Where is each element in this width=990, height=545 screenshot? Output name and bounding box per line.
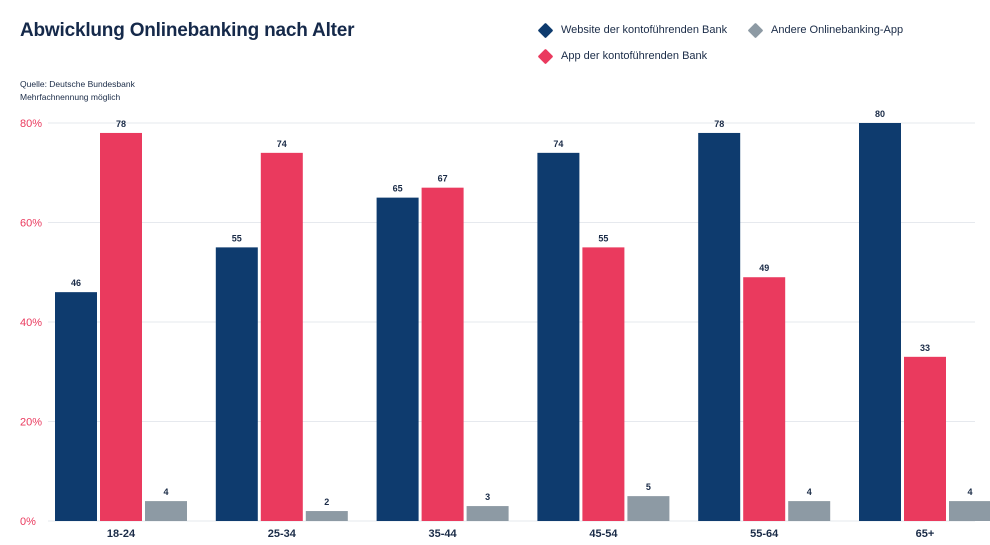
bar-65+-series-1 [904,356,946,521]
bar-25-34-series-2 [305,511,348,521]
bar-55-64-series-1 [743,277,786,521]
data-label: 4 [967,487,972,497]
x-tick-label: 65+ [916,528,935,540]
data-label: 67 [438,174,448,184]
legend-item-other-app: Andere Onlinebanking-App [747,22,904,38]
data-label: 78 [714,119,724,129]
bar-18-24-series-2 [145,501,187,521]
bar-65+-series-2 [949,501,990,521]
bar-35-44-series-0 [376,197,419,521]
bar-45-54-series-0 [537,152,580,521]
x-tick-label: 45-54 [589,528,618,540]
bar-55-64-series-2 [788,501,831,521]
data-label: 80 [875,109,885,119]
bar-65+-series-0 [859,123,901,521]
bar-35-44-series-1 [421,187,464,522]
data-label: 33 [920,343,930,353]
y-tick-label: 0% [20,516,36,528]
y-tick-label: 80% [20,118,42,130]
y-tick-label: 60% [20,218,42,230]
legend-label-other-app: Andere Onlinebanking-App [771,24,904,36]
source-line: Quelle: Deutsche Bundesbank [20,79,135,89]
x-tick-label: 35-44 [429,528,458,540]
legend: Website der kontoführenden Bank Andere O… [537,20,978,70]
source-note: Quelle: Deutsche Bundesbank Mehrfachnenn… [20,78,135,104]
legend-item-website: Website der kontoführenden Bank [537,22,728,38]
bar-18-24-series-0 [55,292,97,521]
legend-label-app: App der kontoführenden Bank [561,50,708,62]
bar-25-34-series-1 [260,152,303,521]
bar-18-24-series-1 [100,132,142,521]
legend-item-app: App der kontoführenden Bank [537,48,708,64]
x-tick-label: 55-64 [750,528,779,540]
note-line: Mehrfachnennung möglich [20,92,121,102]
data-label: 65 [393,184,403,194]
data-label: 46 [71,278,81,288]
bar-45-54-series-2 [627,496,670,521]
data-label: 5 [646,482,651,492]
y-tick-label: 20% [20,417,42,429]
chart-title: Abwicklung Onlinebanking nach Alter [20,20,355,41]
legend-label-website: Website der kontoführenden Bank [561,24,728,36]
data-label: 74 [277,139,287,149]
y-tick-label: 40% [20,317,42,329]
data-label: 4 [163,487,168,497]
data-label: 2 [324,497,329,507]
x-tick-label: 18-24 [107,528,136,540]
bar-35-44-series-2 [466,506,509,521]
bar-45-54-series-1 [582,247,625,521]
data-label: 55 [598,233,608,243]
data-label: 49 [759,263,769,273]
data-label: 3 [485,492,490,502]
data-label: 78 [116,119,126,129]
x-tick-label: 25-34 [268,528,297,540]
bar-55-64-series-0 [698,132,741,521]
data-label: 4 [807,487,812,497]
data-label: 74 [553,139,563,149]
bar-25-34-series-0 [215,247,258,521]
data-label: 55 [232,233,242,243]
